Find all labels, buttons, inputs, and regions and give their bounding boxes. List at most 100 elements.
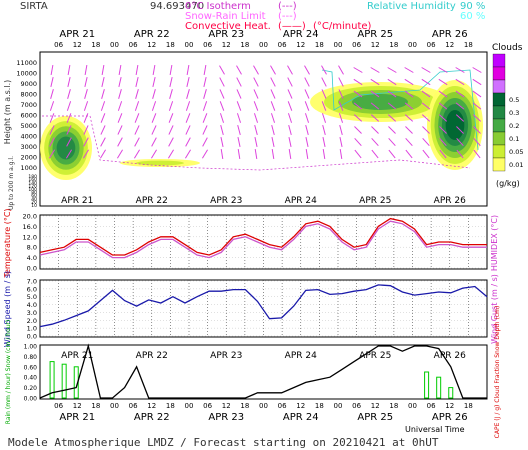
wind-arrow (270, 89, 276, 99)
wind-arrow (270, 65, 276, 75)
wind-arrow (82, 149, 90, 159)
hour-label-bottom: 12 (147, 402, 156, 410)
wind-arrow (305, 125, 309, 135)
day-label-precip: APR 24 (285, 351, 317, 361)
wind-arrow (236, 101, 242, 111)
wind-arrow (287, 89, 293, 99)
wind-speed-axis-title: Wind Speed (m / s) (3, 271, 12, 347)
wind-arrow (135, 64, 139, 76)
day-label-cloud: APR 22 (136, 196, 168, 206)
wind-arrow (134, 113, 140, 123)
wind-arrow (237, 148, 241, 160)
cloud-low-ytick-label: 120 (28, 184, 37, 190)
wind-arrow (66, 113, 72, 123)
wind-arrow (83, 125, 89, 135)
hour-label-bottom: 12 (371, 402, 380, 410)
wind-arrow (421, 90, 431, 98)
day-label-top: APR 24 (283, 29, 319, 40)
day-label-top: APR 25 (357, 29, 393, 40)
legend-isotherm: 0°C Isotherm (185, 1, 251, 12)
hour-label-bottom: 00 (408, 402, 417, 410)
wind-arrow (438, 102, 448, 110)
wind-arrow (83, 101, 89, 111)
cloud-ytick-label: 6000 (20, 112, 37, 120)
wind-arrow (405, 126, 413, 134)
hour-label-top: 06 (203, 41, 212, 49)
hour-label-bottom: 06 (203, 402, 212, 410)
wind-arrow (168, 125, 174, 135)
wind-arrow (134, 125, 140, 135)
wind-arrow (439, 137, 447, 147)
wind-arrow (49, 101, 55, 111)
temperature-panel: 20.0 16.0 12.0 8.0 4.0 0.0 Temperature (°C) H… (3, 208, 499, 278)
wind-arrow (117, 125, 123, 135)
cloud-low-ytick-label: 180 (28, 174, 37, 180)
hour-label-top: 12 (73, 41, 82, 49)
wind-gust-axis-title: Wind Gust (m / s) (490, 274, 499, 344)
cloud-low-ytick-label: 160 (28, 177, 37, 183)
wind-ytick: 2.0 (27, 317, 37, 325)
cloud-ytick-label: 4000 (20, 133, 37, 141)
wind-arrow (404, 114, 414, 122)
wind-arrow (66, 101, 72, 111)
precip-ytick: 0.40 (24, 375, 38, 382)
colorbar-level-label: 0.1 (509, 135, 519, 143)
hour-label-bottom: 18 (464, 402, 473, 410)
cloud-blob-apr26 (445, 110, 465, 140)
hour-label-bottom: 00 (185, 402, 194, 410)
axis-caption: Universal Time (405, 425, 465, 434)
wind-arrow (353, 67, 363, 73)
wind-arrow (117, 113, 123, 123)
wind-arrow (439, 149, 447, 159)
wind-arrow (101, 77, 105, 87)
wind-arrow (472, 102, 482, 110)
day-label-cloud: APR 21 (61, 196, 93, 206)
hour-label-bottom: 00 (259, 402, 268, 410)
wind-arrow (404, 78, 414, 86)
wind-arrow (50, 77, 54, 87)
wind-arrow (438, 78, 448, 86)
precip-ytick: 0.60 (24, 364, 38, 371)
day-label-precip: APR 21 (61, 351, 93, 361)
wind-arrow (354, 137, 362, 147)
wind-arrow (338, 89, 344, 99)
day-label-cloud: APR 26 (434, 196, 466, 206)
wind-arrow (387, 67, 397, 73)
wind-arrow (370, 67, 380, 73)
day-label-cloud: APR 23 (210, 196, 242, 206)
precip-panel: 1.000.800.600.400.200.00 APR 21 APR 22 APR… (5, 306, 501, 439)
wind-arrow (67, 77, 71, 87)
precip-marks (39, 343, 487, 399)
day-label-bottom: APR 25 (357, 412, 393, 423)
wind-arrow (100, 125, 106, 135)
hour-label-top: 06 (278, 41, 287, 49)
wind-arrow (118, 64, 122, 76)
wind-arrow (84, 77, 88, 87)
wind-arrow (185, 137, 191, 147)
wind-arrow (168, 113, 174, 123)
colorbar-swatch (492, 79, 506, 94)
wind-arrow (253, 113, 259, 123)
wind-arrow (288, 125, 292, 135)
wind-arrow (152, 64, 156, 76)
wind-arrow (404, 102, 414, 110)
hour-label-top: 18 (166, 41, 175, 49)
cloud-ytick-label: 3000 (20, 143, 37, 151)
hour-label-bottom: 12 (73, 402, 82, 410)
cloud-axis-low-title: Up to 200 m a.g.l. (8, 156, 15, 210)
wind-arrow (236, 113, 242, 123)
forecast-title: Modele Atmospherique LMDZ / Forecast sta… (8, 436, 439, 449)
wind-ytick: 7.0 (27, 278, 37, 286)
wind-arrow (421, 102, 431, 110)
hour-label-top: 06 (54, 41, 63, 49)
wind-arrow (287, 77, 293, 87)
day-label-cloud: APR 24 (285, 196, 317, 206)
wind-arrow (388, 137, 396, 147)
wind-arrow (371, 126, 379, 134)
wind-arrow (421, 67, 431, 73)
wind-arrow (185, 125, 191, 135)
wind-arrow (305, 137, 309, 147)
wind-arrow (83, 113, 89, 123)
cloud-fraction-series (39, 343, 487, 399)
legend-isotherm-line: (---) (278, 1, 297, 12)
